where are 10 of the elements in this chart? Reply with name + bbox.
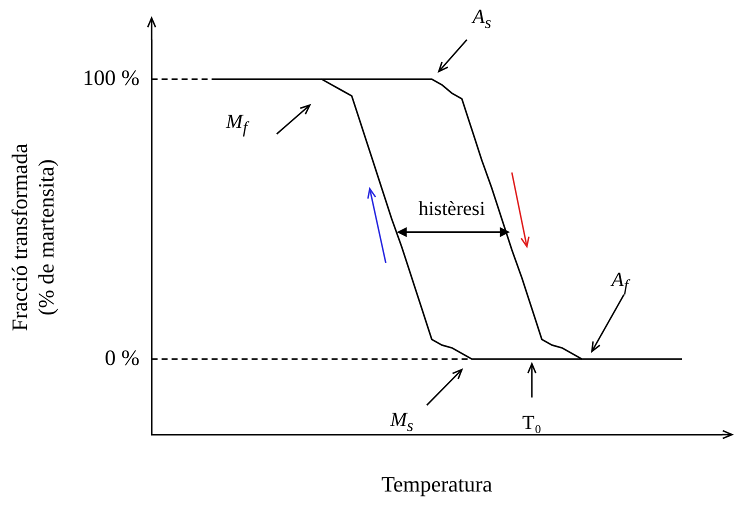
x-axis-title: Temperatura <box>381 472 492 497</box>
annotation: M$_{f}$ <box>226 111 248 138</box>
annotation: M$_{s}$ <box>390 408 414 435</box>
text: A$_{s}$ <box>472 5 492 32</box>
annotation: T₀ <box>522 412 542 434</box>
y-tick-label: 0 % <box>104 344 140 370</box>
annotation: A$_{f}$ <box>611 268 628 296</box>
annotation: histèresi <box>418 198 486 220</box>
y-tick-label: 100 % <box>82 64 140 90</box>
y-axis-title: Fracció transformada (% de martensita) <box>6 143 58 332</box>
